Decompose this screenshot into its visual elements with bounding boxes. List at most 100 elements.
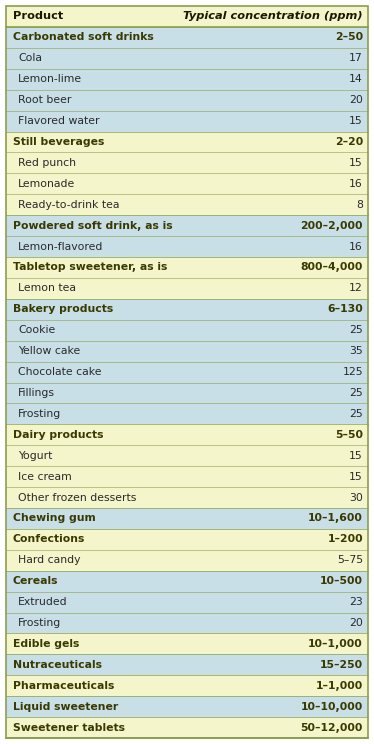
Text: 10–1,600: 10–1,600 <box>308 513 363 524</box>
Text: Yogurt: Yogurt <box>18 451 52 461</box>
Text: Confections: Confections <box>13 534 85 545</box>
Text: Lemonade: Lemonade <box>18 179 75 189</box>
Bar <box>6 6 368 27</box>
Bar <box>6 445 368 466</box>
Bar <box>6 69 368 90</box>
Bar <box>6 382 368 403</box>
Text: 23: 23 <box>349 597 363 607</box>
Bar <box>6 487 368 508</box>
Bar <box>6 320 368 341</box>
Bar <box>6 173 368 194</box>
Text: 15–250: 15–250 <box>320 660 363 670</box>
Text: 10–500: 10–500 <box>320 576 363 586</box>
Text: 1–200: 1–200 <box>327 534 363 545</box>
Text: Bakery products: Bakery products <box>13 304 113 314</box>
Text: 20: 20 <box>349 95 363 105</box>
Text: Cereals: Cereals <box>13 576 58 586</box>
Text: Pharmaceuticals: Pharmaceuticals <box>13 681 114 690</box>
Text: 10–1,000: 10–1,000 <box>308 639 363 649</box>
Text: Root beer: Root beer <box>18 95 71 105</box>
Text: Yellow cake: Yellow cake <box>18 346 80 356</box>
Text: 14: 14 <box>349 74 363 84</box>
Bar <box>6 550 368 571</box>
Bar <box>6 529 368 550</box>
Bar <box>6 111 368 132</box>
Text: Still beverages: Still beverages <box>13 137 104 147</box>
Bar <box>6 48 368 69</box>
Text: Ice cream: Ice cream <box>18 472 72 481</box>
Text: 50–12,000: 50–12,000 <box>301 722 363 733</box>
Text: Edible gels: Edible gels <box>13 639 79 649</box>
Bar <box>6 403 368 424</box>
Text: Hard candy: Hard candy <box>18 555 80 565</box>
Text: Chewing gum: Chewing gum <box>13 513 96 524</box>
Text: Other frozen desserts: Other frozen desserts <box>18 493 137 502</box>
Bar <box>6 278 368 299</box>
Text: 15: 15 <box>349 158 363 168</box>
Text: Extruded: Extruded <box>18 597 68 607</box>
Text: 8: 8 <box>356 199 363 210</box>
Bar <box>6 257 368 278</box>
Text: 2–20: 2–20 <box>335 137 363 147</box>
Bar <box>6 633 368 655</box>
Text: Liquid sweetener: Liquid sweetener <box>13 702 118 711</box>
Text: 30: 30 <box>349 493 363 502</box>
Text: 5–75: 5–75 <box>337 555 363 565</box>
Bar <box>6 696 368 717</box>
Bar <box>6 424 368 445</box>
Text: Lemon-flavored: Lemon-flavored <box>18 242 103 251</box>
Text: 16: 16 <box>349 242 363 251</box>
Text: Chocolate cake: Chocolate cake <box>18 367 101 377</box>
Text: 1–1,000: 1–1,000 <box>316 681 363 690</box>
Bar <box>6 612 368 633</box>
Text: 5–50: 5–50 <box>335 430 363 440</box>
Text: 25: 25 <box>349 409 363 419</box>
Text: 16: 16 <box>349 179 363 189</box>
Text: 17: 17 <box>349 54 363 63</box>
Bar <box>6 591 368 612</box>
Text: 6–130: 6–130 <box>327 304 363 314</box>
Text: 15: 15 <box>349 472 363 481</box>
Bar <box>6 571 368 591</box>
Bar <box>6 676 368 696</box>
Text: Red punch: Red punch <box>18 158 76 168</box>
Bar <box>6 90 368 111</box>
Text: 800–4,000: 800–4,000 <box>301 263 363 272</box>
Bar <box>6 215 368 236</box>
Text: 2–50: 2–50 <box>335 33 363 42</box>
Text: Product: Product <box>13 11 63 22</box>
Text: Cola: Cola <box>18 54 42 63</box>
Bar <box>6 132 368 153</box>
Bar <box>6 341 368 362</box>
Text: 15: 15 <box>349 116 363 126</box>
Text: 12: 12 <box>349 283 363 293</box>
Text: 20: 20 <box>349 618 363 628</box>
Bar <box>6 194 368 215</box>
Text: 10–10,000: 10–10,000 <box>301 702 363 711</box>
Bar <box>6 27 368 48</box>
Text: Fillings: Fillings <box>18 388 55 398</box>
Text: Lemon-lime: Lemon-lime <box>18 74 82 84</box>
Text: Carbonated soft drinks: Carbonated soft drinks <box>13 33 154 42</box>
Text: Cookie: Cookie <box>18 325 55 336</box>
Text: Ready-to-drink tea: Ready-to-drink tea <box>18 199 120 210</box>
Bar <box>6 508 368 529</box>
Text: 35: 35 <box>349 346 363 356</box>
Bar <box>6 153 368 173</box>
Bar <box>6 362 368 382</box>
Text: Flavored water: Flavored water <box>18 116 99 126</box>
Bar <box>6 299 368 320</box>
Text: 15: 15 <box>349 451 363 461</box>
Text: Typical concentration (ppm): Typical concentration (ppm) <box>183 11 363 22</box>
Text: 125: 125 <box>342 367 363 377</box>
Text: 200–2,000: 200–2,000 <box>300 221 363 231</box>
Text: Nutraceuticals: Nutraceuticals <box>13 660 102 670</box>
Text: Tabletop sweetener, as is: Tabletop sweetener, as is <box>13 263 168 272</box>
Bar <box>6 466 368 487</box>
Text: Frosting: Frosting <box>18 409 61 419</box>
Text: 25: 25 <box>349 388 363 398</box>
Bar <box>6 236 368 257</box>
Bar <box>6 655 368 676</box>
Text: Lemon tea: Lemon tea <box>18 283 76 293</box>
Text: Powdered soft drink, as is: Powdered soft drink, as is <box>13 221 173 231</box>
